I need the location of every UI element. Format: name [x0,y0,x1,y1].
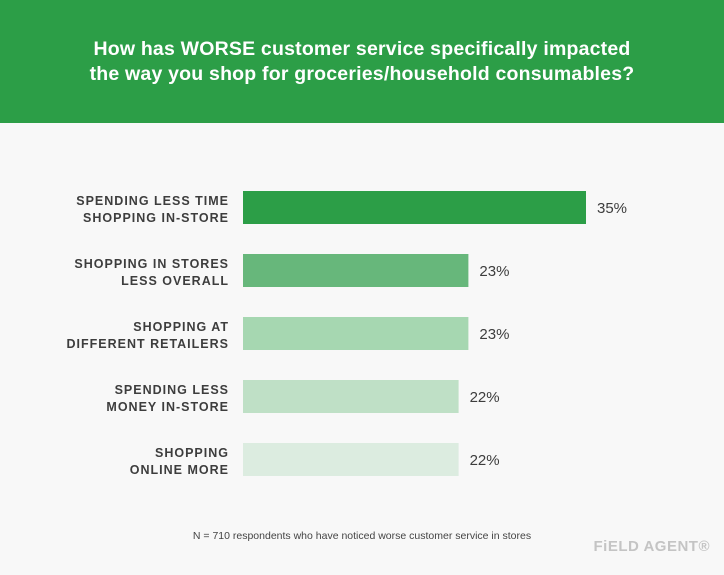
category-label-3-line-1: SHOPPING AT [133,320,229,334]
value-label-2: 23% [479,263,509,280]
bar-2 [243,254,469,287]
title-banner: How has WORSE customer service specifica… [0,0,724,123]
value-label-3: 23% [479,326,509,343]
bar-5 [243,443,459,476]
bar-4 [243,380,459,413]
bar-3 [243,317,469,350]
chart-title: How has WORSE customer service specifica… [70,37,655,87]
category-label-5-line-1: SHOPPING [155,446,229,460]
chart-title-line-2: the way you shop for groceries/household… [89,62,635,85]
category-label-4-line-1: SPENDING LESS [115,383,229,397]
category-label-1-line-2: SHOPPING IN-STORE [83,211,229,225]
category-label-2-line-2: LESS OVERALL [121,274,229,288]
bar-1 [243,191,586,224]
value-label-5: 22% [470,452,500,469]
category-label-4-line-2: MONEY IN-STORE [106,400,229,414]
chart-title-line-1: How has WORSE customer service specifica… [93,37,631,60]
category-label-1-line-1: SPENDING LESS TIME [76,194,229,208]
field-agent-logo: FiELD AGENT® [593,538,710,555]
footnote: N = 710 respondents who have noticed wor… [192,530,532,542]
value-label-4: 22% [470,389,500,406]
category-label-2-line-1: SHOPPING IN STORES [74,257,229,271]
value-label-1: 35% [597,200,627,217]
category-label-3-line-2: DIFFERENT RETAILERS [66,337,229,351]
category-label-5-line-2: ONLINE MORE [130,463,229,477]
